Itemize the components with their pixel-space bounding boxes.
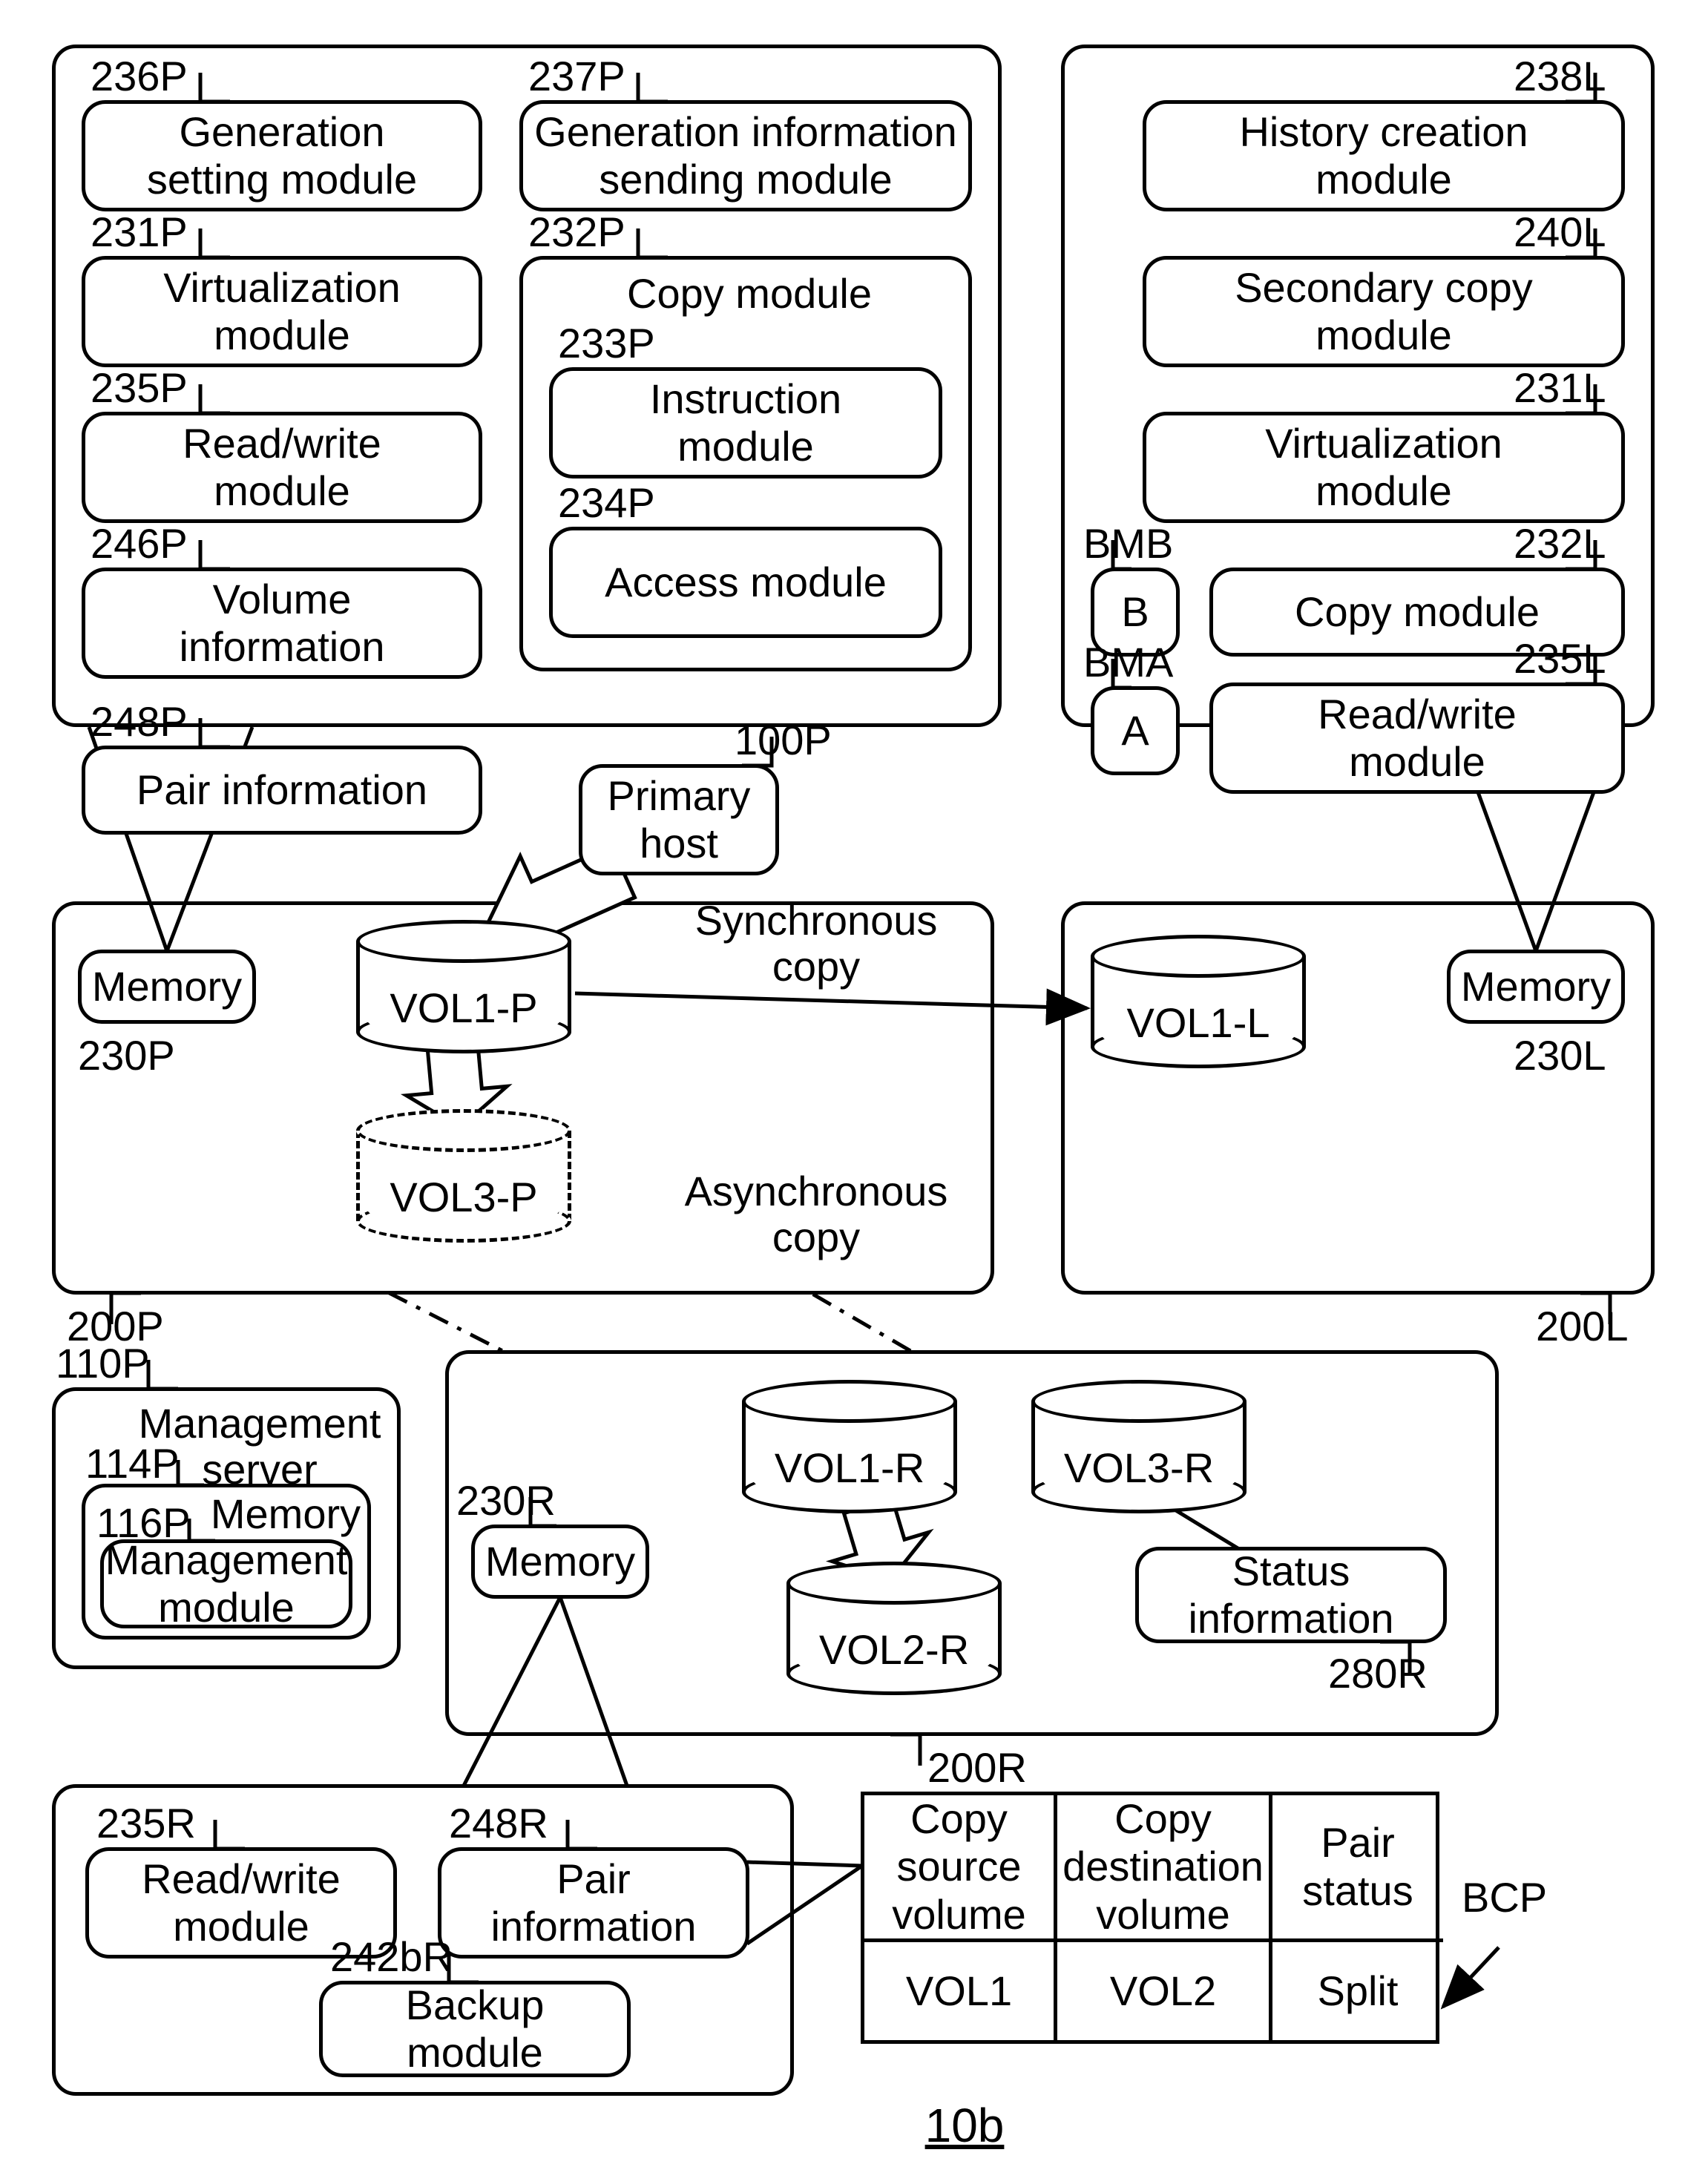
ref-100P: 100P (735, 716, 832, 764)
ref-114P: 114P (85, 1439, 180, 1487)
memory-l: Memory (1447, 950, 1625, 1024)
ref-246P: 246P (91, 519, 188, 568)
volume-VOL3-R: VOL3-R (1031, 1380, 1246, 1513)
diagram-id: 10b (890, 2099, 1039, 2151)
ref-238L: 238L (1514, 52, 1606, 100)
module-233P: Instruction module (549, 367, 942, 478)
module-248R: Pair information (438, 1847, 749, 1959)
ref-236P: 236P (91, 52, 188, 100)
ref-235L: 235L (1514, 634, 1606, 683)
ref-230L: 230L (1514, 1031, 1606, 1079)
module-246P: Volume information (82, 568, 482, 679)
primary-host: Primary host (579, 764, 779, 875)
ref-237P: 237P (528, 52, 625, 100)
status-info: Status information (1135, 1547, 1447, 1643)
volume-VOL1-P: VOL1-P (356, 920, 571, 1053)
ref-110P: 110P (56, 1339, 150, 1387)
ref-240L: 240L (1514, 208, 1606, 256)
ref-234P: 234P (558, 478, 655, 527)
ref-248P: 248P (91, 697, 188, 746)
mgmt-module: Management module (100, 1539, 352, 1628)
ref-116P: 116P (96, 1499, 191, 1547)
ref-BCP: BCP (1462, 1873, 1547, 1921)
ref-BMA: BMA (1083, 638, 1173, 686)
pair-table: Copy source volumeCopy destination volum… (861, 1792, 1439, 2044)
ref-200R: 200R (927, 1743, 1027, 1792)
volume-VOL2-R: VOL2-R (786, 1562, 1002, 1695)
module-236P: Generation setting module (82, 100, 482, 211)
ref-200L: 200L (1536, 1302, 1629, 1350)
ref-BMB: BMB (1083, 519, 1173, 568)
module-237P: Generation information sending module (519, 100, 972, 211)
module-231P: Virtualization module (82, 256, 482, 367)
memory-p: Memory (78, 950, 256, 1024)
module-238L: History creation module (1143, 100, 1625, 211)
ref-233P: 233P (558, 319, 655, 367)
ref-235P: 235P (91, 364, 188, 412)
ref-231L: 231L (1514, 364, 1606, 412)
pair-info-p: Pair information (82, 746, 482, 835)
bitmap-a: A (1091, 686, 1180, 775)
ref-231P: 231P (91, 208, 188, 256)
volume-VOL3-P: VOL3-P (356, 1109, 571, 1243)
volume-VOL1-L: VOL1-L (1091, 935, 1306, 1068)
ref-235R: 235R (96, 1799, 196, 1847)
module-234P: Access module (549, 527, 942, 638)
ref-230R: 230R (456, 1476, 556, 1525)
module-235P: Read/write module (82, 412, 482, 523)
ref-242bR: 242bR (330, 1933, 453, 1981)
module-242bR: Backup module (319, 1981, 631, 2077)
module-231L: Virtualization module (1143, 412, 1625, 523)
rw-module-l: Read/write module (1209, 683, 1625, 794)
ref-248R: 248R (449, 1799, 548, 1847)
ref-230P: 230P (78, 1031, 175, 1079)
ref-232L: 232L (1514, 519, 1606, 568)
ref-232P: 232P (528, 208, 625, 256)
volume-VOL1-R: VOL1-R (742, 1380, 957, 1513)
module-240L: Secondary copy module (1143, 256, 1625, 367)
memory-r: Memory (471, 1525, 649, 1599)
ref-280R: 280R (1328, 1649, 1428, 1697)
